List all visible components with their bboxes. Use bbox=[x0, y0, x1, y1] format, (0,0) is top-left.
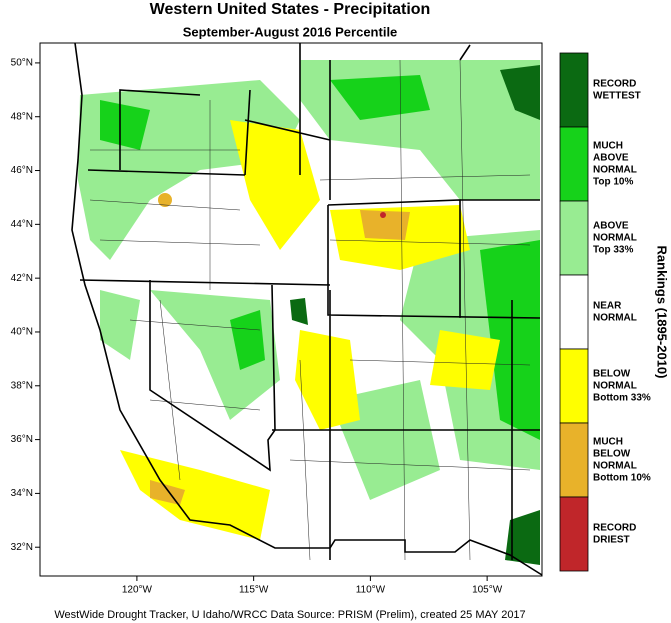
legend-swatch bbox=[559, 496, 589, 572]
green-region bbox=[100, 100, 150, 150]
orange-region bbox=[360, 210, 410, 240]
lat-tick-label: 48°N bbox=[11, 111, 33, 122]
county-lines bbox=[89, 59, 531, 561]
state-borders bbox=[71, 42, 543, 576]
lat-tick-label: 42°N bbox=[11, 273, 33, 284]
record-dry bbox=[380, 212, 386, 218]
legend-label: Bottom 10% bbox=[593, 473, 651, 484]
legend-swatch bbox=[559, 274, 589, 350]
green-region bbox=[330, 75, 430, 120]
legend-label: MUCH bbox=[593, 437, 623, 448]
dark-green-region bbox=[505, 510, 540, 565]
legend-label: NORMAL bbox=[593, 233, 637, 244]
lon-tick-label: 105°W bbox=[472, 585, 503, 596]
lat-tick-label: 36°N bbox=[11, 434, 33, 445]
legend-label: NORMAL bbox=[593, 381, 637, 392]
footer: WestWide Drought Tracker, U Idaho/WRCC D… bbox=[54, 609, 525, 621]
legend-label: Bottom 33% bbox=[593, 393, 651, 404]
lon-tick-label: 120°W bbox=[122, 585, 153, 596]
legend-label: ABOVE bbox=[593, 153, 629, 164]
legend-label: WETTEST bbox=[593, 91, 641, 102]
green-region bbox=[230, 310, 265, 370]
yellow-region bbox=[430, 330, 500, 390]
lat-tick-label: 50°N bbox=[11, 58, 33, 69]
legend-label: MUCH bbox=[593, 141, 623, 152]
map-frame bbox=[39, 42, 543, 577]
yellow-region bbox=[120, 450, 270, 540]
lon-tick-label: 115°W bbox=[239, 585, 269, 596]
lat-tick-label: 38°N bbox=[11, 380, 33, 391]
very-dry bbox=[150, 193, 410, 505]
lat-tick-label: 44°N bbox=[11, 219, 33, 230]
map-area bbox=[39, 42, 543, 577]
legend-label: BELOW bbox=[593, 449, 631, 460]
legend-label: NORMAL bbox=[593, 461, 637, 472]
legend-swatch bbox=[559, 200, 589, 276]
yellow-region bbox=[295, 330, 360, 430]
legend-label: ABOVE bbox=[593, 221, 629, 232]
subtitle: September-August 2016 Percentile bbox=[183, 24, 398, 39]
legend-label: RECORD bbox=[593, 79, 636, 90]
yellow-region bbox=[230, 120, 320, 250]
orange-region bbox=[150, 480, 185, 505]
dark-green-region bbox=[500, 65, 540, 120]
legend-label: NEAR bbox=[593, 301, 622, 312]
legend-label: NORMAL bbox=[593, 313, 637, 324]
wet-shading bbox=[100, 75, 540, 440]
lat-tick-label: 46°N bbox=[11, 165, 33, 176]
legend-label: DRIEST bbox=[593, 535, 630, 546]
legend-title: Rankings (1895-2010) bbox=[655, 246, 670, 379]
dark-green-region bbox=[290, 298, 308, 325]
record-wet bbox=[290, 65, 540, 565]
legend-label: RECORD bbox=[593, 523, 636, 534]
legend-label: BELOW bbox=[593, 369, 631, 380]
legend-swatch bbox=[559, 126, 589, 202]
orange-region bbox=[158, 193, 172, 207]
title: Western United States - Precipitation bbox=[150, 1, 431, 18]
legend-swatch bbox=[559, 52, 589, 128]
lat-tick-label: 34°N bbox=[11, 488, 33, 499]
lat-tick-label: 32°N bbox=[11, 542, 33, 553]
lon-tick-label: 110°W bbox=[356, 585, 386, 596]
legend-label: Top 33% bbox=[593, 245, 633, 256]
lat-tick-label: 40°N bbox=[11, 327, 33, 338]
legend-label: Top 10% bbox=[593, 177, 633, 188]
legend-swatch bbox=[559, 422, 589, 498]
green-region bbox=[100, 290, 140, 360]
legend-swatch bbox=[559, 348, 589, 424]
legend-label: NORMAL bbox=[593, 165, 637, 176]
green-region bbox=[480, 240, 540, 440]
